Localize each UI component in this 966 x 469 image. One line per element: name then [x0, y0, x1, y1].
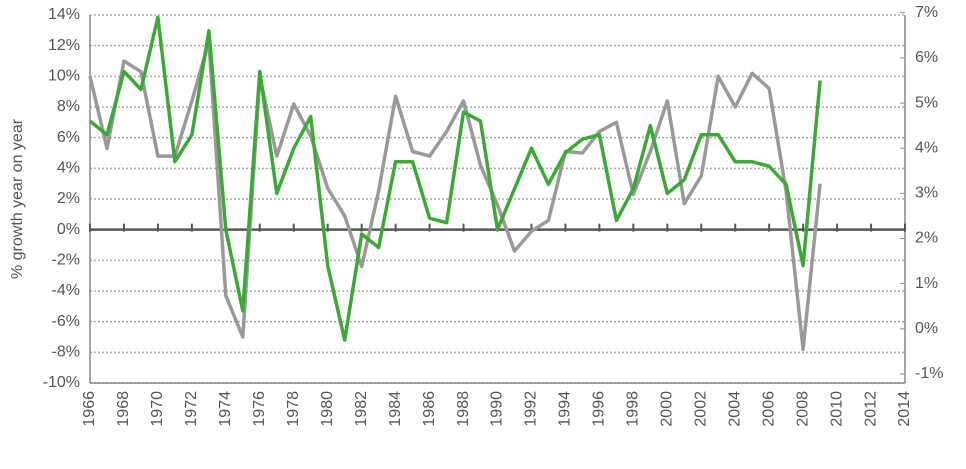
y-tick-label: -10%: [43, 374, 80, 391]
y-tick-label: 2%: [57, 190, 80, 207]
y-tick-label: 10%: [48, 68, 80, 85]
x-tick-label: 1966: [81, 391, 98, 427]
y-axis-label: % growth year on year: [9, 118, 26, 279]
x-tick-label: 2008: [794, 391, 811, 427]
y2-tick-label: 7%: [915, 4, 938, 21]
y2-tick-label: 5%: [915, 94, 938, 111]
y-tick-label: 14%: [48, 6, 80, 23]
y-tick-label: -4%: [52, 282, 80, 299]
y2-tick-label: 6%: [915, 49, 938, 66]
data-line: [88, 15, 822, 342]
y2-tick-label: 2%: [915, 230, 938, 247]
x-tick-label: 1986: [421, 391, 438, 427]
x-tick-label: 1984: [387, 391, 404, 427]
y-tick-label: 8%: [57, 98, 80, 115]
x-tick-label: 1976: [251, 391, 268, 427]
y2-tick-label: 4%: [915, 139, 938, 156]
x-tick-label: 2014: [896, 391, 913, 427]
x-tick-label: 1970: [149, 391, 166, 427]
y-tick-label: -6%: [52, 313, 80, 330]
y2-tick-label: 0%: [915, 320, 938, 337]
x-tick-label: 1988: [455, 391, 472, 427]
y2-tick-label: 1%: [915, 275, 938, 292]
y2-tick-label: 3%: [915, 185, 938, 202]
x-tick-label: 1994: [557, 391, 574, 427]
y-tick-label: -8%: [52, 344, 80, 361]
x-tick-label: 1972: [183, 391, 200, 427]
x-tick-label: 2010: [828, 391, 845, 427]
y-tick-label: 0%: [57, 221, 80, 238]
x-tick-label: 1978: [285, 391, 302, 427]
x-tick-label: 1968: [115, 391, 132, 427]
x-tick-label: 1980: [319, 391, 336, 427]
y-tick-label: 6%: [57, 129, 80, 146]
x-tick-label: 1996: [591, 391, 608, 427]
x-tick-label: 1998: [625, 391, 642, 427]
x-tick-label: 2000: [659, 391, 676, 427]
x-tick-label: 1992: [523, 391, 540, 427]
x-tick-label: 1982: [353, 391, 370, 427]
y-tick-label: -2%: [52, 252, 80, 269]
y-tick-label: 12%: [48, 37, 80, 54]
y2-tick-label: -1%: [915, 365, 943, 382]
x-tick-label: 1974: [217, 391, 234, 427]
x-tick-label: 2006: [760, 391, 777, 427]
x-tick-label: 2002: [692, 391, 709, 427]
x-tick-label: 2004: [726, 391, 743, 427]
x-tick-label: 1990: [489, 391, 506, 427]
x-tick-label: 2012: [862, 391, 879, 427]
y-tick-label: 4%: [57, 160, 80, 177]
